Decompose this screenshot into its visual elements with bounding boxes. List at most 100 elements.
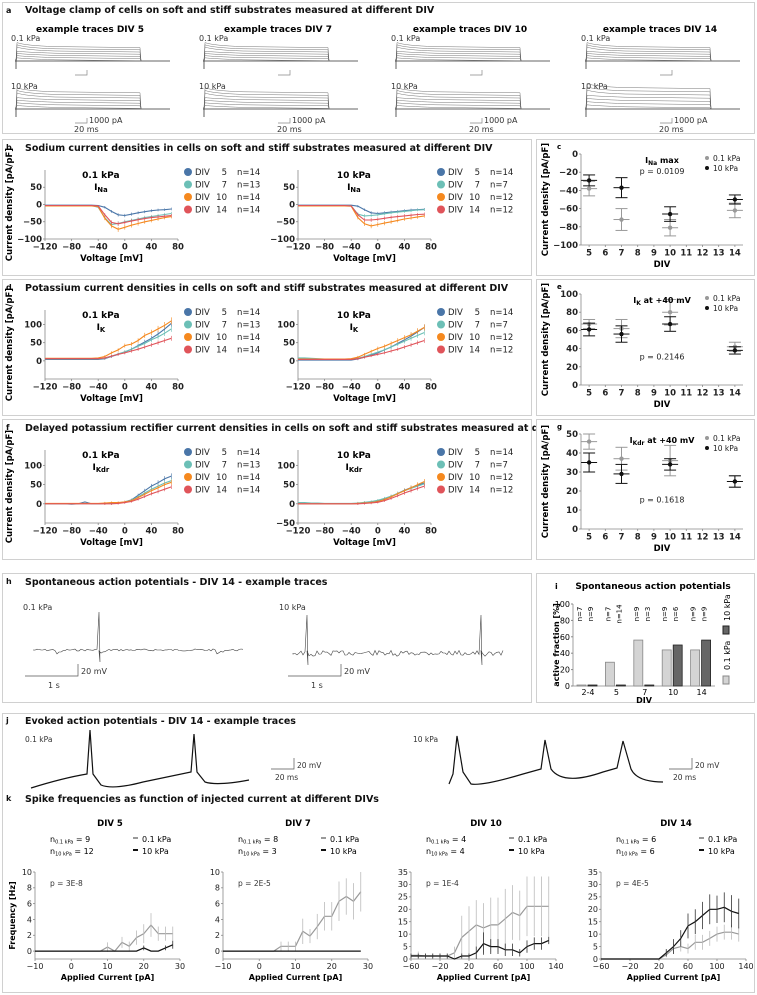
legend-label: 10 kPa xyxy=(713,444,738,453)
y-tick-label: 40 xyxy=(560,649,570,658)
chart-title: INa max xyxy=(645,156,680,167)
data-point-stiff xyxy=(732,197,738,202)
series-line-div-7 xyxy=(298,331,425,360)
current-trace xyxy=(203,46,343,62)
y-tick-label: 0 xyxy=(215,947,220,956)
legend-marker xyxy=(705,296,709,300)
legend-label: DIV xyxy=(195,461,210,471)
y-tick-label: −50 xyxy=(276,218,295,228)
chart-title: Spontaneous action potentials xyxy=(575,582,730,592)
legend-label: DIV xyxy=(195,193,210,203)
legend-label: DIV xyxy=(195,181,210,191)
scale-v-label: 20 mV xyxy=(344,667,371,676)
n-label: n=7 xyxy=(576,607,584,622)
trace-label: 10 kPa xyxy=(11,82,38,91)
x-tick-label: 80 xyxy=(425,527,437,537)
y-tick-label: 100 xyxy=(24,321,42,331)
legend-div: 5 xyxy=(222,168,227,178)
current-trace xyxy=(585,46,725,62)
current-trace xyxy=(585,53,725,62)
current-trace xyxy=(395,53,535,62)
n-label: n=7 xyxy=(604,607,612,622)
x-tick-label: 8 xyxy=(635,249,641,259)
chart-title: IK at +40 mV xyxy=(633,296,691,307)
scale-t-label: 1 s xyxy=(48,681,60,690)
legend-n: n=12 xyxy=(490,346,513,356)
current-trace xyxy=(395,44,535,62)
trace-label-soft: 0.1 kPa xyxy=(23,603,52,612)
legend-n: n=14 xyxy=(490,308,513,318)
x-tick-label: 80 xyxy=(425,243,437,253)
series-line-div-14 xyxy=(45,204,172,225)
x-tick-label: 12 xyxy=(697,389,709,399)
scale-time-label: 20 ms xyxy=(277,125,302,134)
legend-label-soft: 0.1 kPa xyxy=(518,835,547,844)
scale-t-label: 1 s xyxy=(311,681,323,690)
series-line-div-14 xyxy=(45,337,172,360)
scale-bar xyxy=(660,70,673,76)
x-tick-label: 8 xyxy=(635,389,641,399)
x-tick-label: −120 xyxy=(33,527,58,537)
panel-label-f: f xyxy=(6,423,10,432)
x-tick-label: 40 xyxy=(145,383,157,393)
y-tick-label: 20 xyxy=(588,905,598,914)
current-trace xyxy=(203,57,343,62)
y-tick-label: 10 xyxy=(22,868,32,877)
x-tick-label: 10 xyxy=(668,688,678,697)
legend-marker xyxy=(437,473,445,481)
x-tick-label: −10 xyxy=(27,962,44,971)
panel-title-f: Delayed potassium rectifier current dens… xyxy=(25,423,601,434)
y-tick-label: 0 xyxy=(565,682,570,691)
legend-label: 10 kPa xyxy=(713,304,738,313)
n-count: n10 kPa = 12 xyxy=(50,847,94,858)
panel-label: i xyxy=(555,582,558,591)
legend-label-stiff: 10 kPa xyxy=(723,594,732,621)
x-tick-label: 7 xyxy=(619,389,625,399)
x-tick-label: −40 xyxy=(89,383,108,393)
legend-marker xyxy=(184,180,192,189)
x-tick-label: 10 xyxy=(664,249,676,259)
x-axis-label: Applied Current [pA] xyxy=(249,973,342,982)
legend-label: DIV xyxy=(195,486,210,496)
scale-bar xyxy=(278,70,291,76)
y-tick-label: −40 xyxy=(559,186,578,196)
legend-n: n=14 xyxy=(237,346,260,356)
legend-n: n=13 xyxy=(237,321,260,331)
n-count: n10 kPa = 4 xyxy=(426,847,465,858)
legend-n: n=14 xyxy=(237,308,260,318)
y-tick-label: −100 xyxy=(270,235,295,245)
x-tick-label: 30 xyxy=(175,962,185,971)
x-tick-label: 0 xyxy=(375,243,381,253)
x-tick-label: 5 xyxy=(586,389,592,399)
y-tick-label: 0 xyxy=(572,381,578,391)
legend-n: n=12 xyxy=(490,473,513,483)
current-trace xyxy=(395,99,535,110)
data-point-stiff xyxy=(732,479,738,484)
x-axis-label: DIV xyxy=(654,260,671,270)
x-tick-label: −40 xyxy=(342,383,361,393)
legend-n: n=14 xyxy=(237,448,260,458)
legend-label: DIV xyxy=(448,206,463,216)
trace-label: 10 kPa xyxy=(199,82,226,91)
current-trace xyxy=(395,57,535,62)
n-count: n0.1 kPa = 6 xyxy=(616,835,656,846)
current-trace xyxy=(395,42,535,62)
x-tick-label: 14 xyxy=(729,249,741,259)
y-tick-label: −100 xyxy=(553,241,578,251)
x-axis-label: Applied Current [pA] xyxy=(61,973,154,982)
legend-marker xyxy=(437,345,445,354)
n-label: n=9 xyxy=(587,607,595,622)
x-tick-label: 5 xyxy=(614,688,619,697)
series-line-div-14 xyxy=(298,204,425,221)
x-tick-label: −40 xyxy=(342,527,361,537)
legend-label: 0.1 kPa xyxy=(713,294,740,303)
current-trace xyxy=(203,44,343,62)
series-line-stiff xyxy=(411,939,550,960)
legend-label: DIV xyxy=(195,473,210,483)
x-tick-label: −20 xyxy=(622,962,639,971)
y-tick-label: 8 xyxy=(215,884,220,893)
legend-label-soft: 0.1 kPa xyxy=(708,835,737,844)
trace-label: 10 kPa xyxy=(391,82,418,91)
current-trace xyxy=(15,42,155,62)
chart-title: DIV 5 xyxy=(97,819,123,829)
